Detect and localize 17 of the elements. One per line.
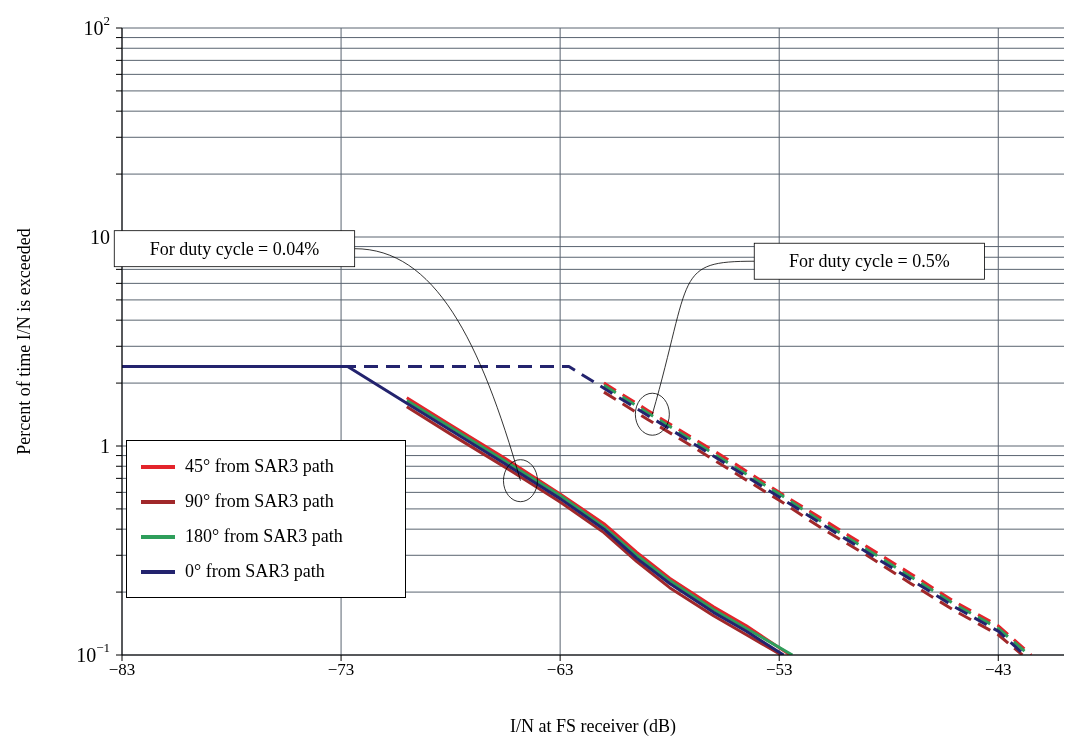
x-tick-label: −53: [765, 660, 793, 680]
legend-label: 45° from SAR3 path: [185, 456, 334, 477]
y-tick-label: 10$^{−1}$: [76, 640, 110, 666]
x-tick-label: −73: [327, 660, 355, 680]
x-tick-label: −63: [546, 660, 574, 680]
y-axis-title: Percent of time I/N is exceeded: [14, 228, 35, 455]
x-axis-title: I/N at FS receiver (dB): [510, 716, 676, 737]
y-tick-label: 10$^{2}$: [83, 13, 110, 39]
legend-label: 180° from SAR3 path: [185, 526, 343, 547]
legend-label: 0° from SAR3 path: [185, 561, 325, 582]
legend-label: 90° from SAR3 path: [185, 491, 334, 512]
annotation: For duty cycle = 0.5%: [789, 251, 950, 272]
annotation: For duty cycle = 0.04%: [149, 238, 320, 259]
x-tick-label: −83: [108, 660, 136, 680]
x-tick-label: −43: [984, 660, 1012, 680]
y-tick-label: 10: [90, 226, 110, 248]
y-tick-label: 1: [100, 435, 110, 457]
